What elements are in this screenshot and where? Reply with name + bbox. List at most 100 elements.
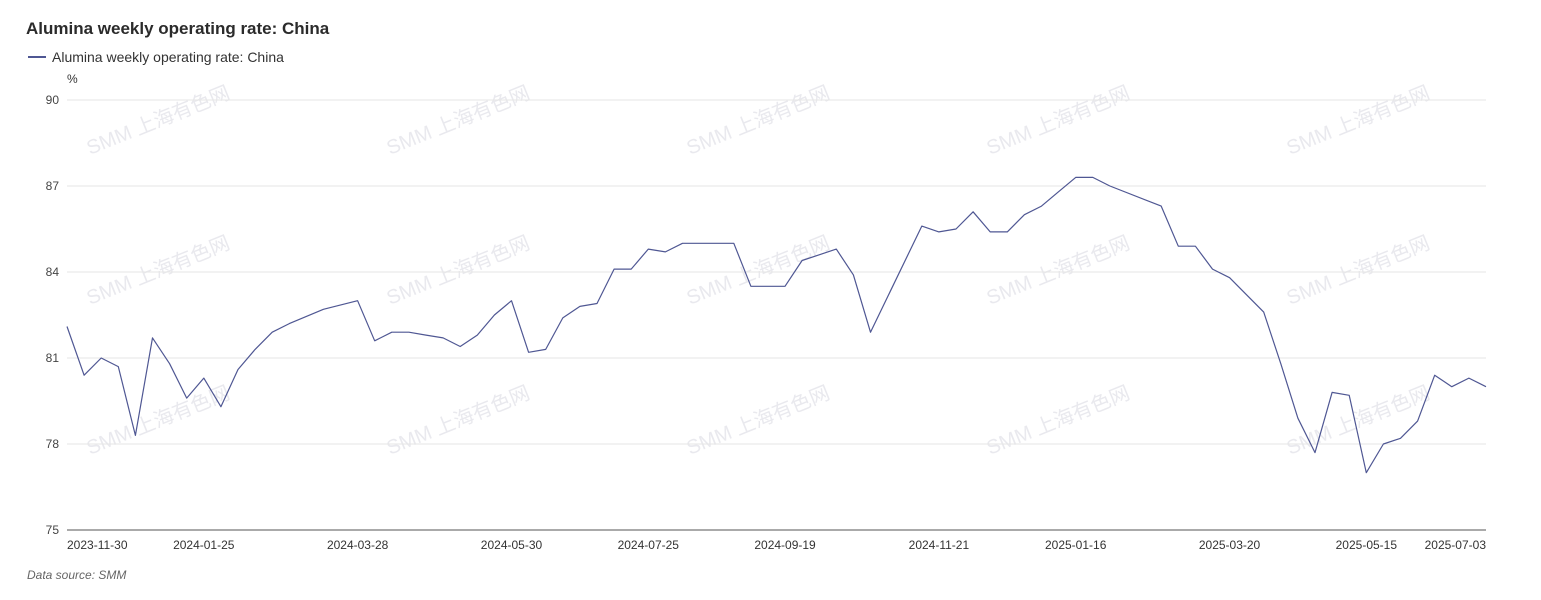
data-point	[1192, 243, 1198, 249]
data-point	[560, 315, 566, 321]
data-point	[1466, 375, 1472, 381]
data-point	[1483, 384, 1489, 390]
watermark: SMM 上海有色网	[1283, 381, 1433, 459]
watermark: SMM 上海有色网	[1283, 81, 1433, 159]
data-point	[611, 266, 617, 272]
watermark: SMM 上海有色网	[683, 81, 833, 159]
x-tick-label: 2025-05-15	[1336, 538, 1398, 552]
data-point	[355, 298, 361, 304]
data-point	[1039, 203, 1045, 209]
data-point	[115, 364, 121, 370]
data-point	[1158, 203, 1164, 209]
data-point	[662, 249, 668, 255]
data-point	[1244, 292, 1250, 298]
data-point	[526, 349, 532, 355]
data-point	[1329, 389, 1335, 395]
data-point	[1021, 212, 1027, 218]
data-point	[1090, 174, 1096, 180]
data-point	[936, 229, 942, 235]
x-tick-label: 2023-11-30	[67, 538, 128, 552]
data-point	[987, 229, 993, 235]
data-point	[714, 240, 720, 246]
data-point	[1380, 441, 1386, 447]
data-point	[1056, 189, 1062, 195]
data-point	[731, 240, 737, 246]
watermark: SMM 上海有色网	[383, 81, 533, 159]
data-point	[1261, 309, 1267, 315]
data-point	[1415, 418, 1421, 424]
data-point	[457, 344, 463, 350]
data-point	[406, 329, 412, 335]
data-point	[594, 301, 600, 307]
chart-title: Alumina weekly operating rate: China	[26, 19, 330, 38]
data-point	[423, 332, 429, 338]
y-tick-label: 75	[46, 523, 60, 537]
data-point	[509, 298, 515, 304]
data-point	[252, 346, 258, 352]
x-tick-label: 2024-09-19	[754, 538, 816, 552]
data-point	[132, 432, 138, 438]
data-point	[98, 355, 104, 361]
data-point	[543, 346, 549, 352]
data-point	[628, 266, 634, 272]
watermark: SMM 上海有色网	[1283, 231, 1433, 309]
x-tick-label: 2024-03-28	[327, 538, 389, 552]
data-point	[1073, 174, 1079, 180]
data-point	[645, 246, 651, 252]
data-point	[577, 303, 583, 309]
data-point	[389, 329, 395, 335]
x-tick-label: 2025-07-03	[1425, 538, 1487, 552]
data-point	[1398, 435, 1404, 441]
data-point	[1004, 229, 1010, 235]
data-point	[201, 375, 207, 381]
watermark: SMM 上海有色网	[83, 231, 233, 309]
watermark: SMM 上海有色网	[983, 231, 1133, 309]
data-point	[748, 283, 754, 289]
data-point	[150, 335, 156, 341]
data-point	[235, 367, 241, 373]
legend-swatch	[28, 56, 46, 58]
legend[interactable]: Alumina weekly operating rate: China	[28, 49, 284, 65]
data-point	[1363, 470, 1369, 476]
data-point	[799, 258, 805, 264]
data-point	[286, 321, 292, 327]
x-tick-label: 2025-01-16	[1045, 538, 1107, 552]
x-tick-label: 2024-07-25	[618, 538, 680, 552]
data-point	[1432, 372, 1438, 378]
y-tick-label: 84	[46, 265, 60, 279]
y-tick-label: 81	[46, 351, 60, 365]
data-point	[1210, 266, 1216, 272]
data-point	[816, 252, 822, 258]
data-point	[919, 223, 925, 229]
data-point	[64, 324, 70, 330]
y-tick-label: 78	[46, 437, 60, 451]
data-point	[833, 246, 839, 252]
data-source: Data source: SMM	[27, 568, 127, 582]
x-tick-label: 2024-01-25	[173, 538, 235, 552]
data-point	[1175, 243, 1181, 249]
data-point	[765, 283, 771, 289]
watermark: SMM 上海有色网	[83, 381, 233, 459]
data-point	[372, 338, 378, 344]
data-point	[218, 404, 224, 410]
data-point	[1346, 392, 1352, 398]
data-point	[1227, 275, 1233, 281]
data-point	[474, 332, 480, 338]
data-point	[440, 335, 446, 341]
data-point	[953, 226, 959, 232]
series-line	[66, 176, 1487, 474]
watermark: SMM 上海有色网	[83, 81, 233, 159]
x-tick-label: 2024-05-30	[481, 538, 543, 552]
data-point	[1278, 361, 1284, 367]
y-tick-label: 90	[46, 93, 60, 107]
watermark: SMM 上海有色网	[683, 381, 833, 459]
watermark: SMM 上海有色网	[983, 81, 1133, 159]
watermark: SMM 上海有色网	[983, 381, 1133, 459]
data-point	[680, 240, 686, 246]
data-point	[1295, 415, 1301, 421]
legend-label: Alumina weekly operating rate: China	[52, 49, 284, 65]
data-point	[1449, 384, 1455, 390]
y-axis-unit: %	[67, 72, 78, 86]
